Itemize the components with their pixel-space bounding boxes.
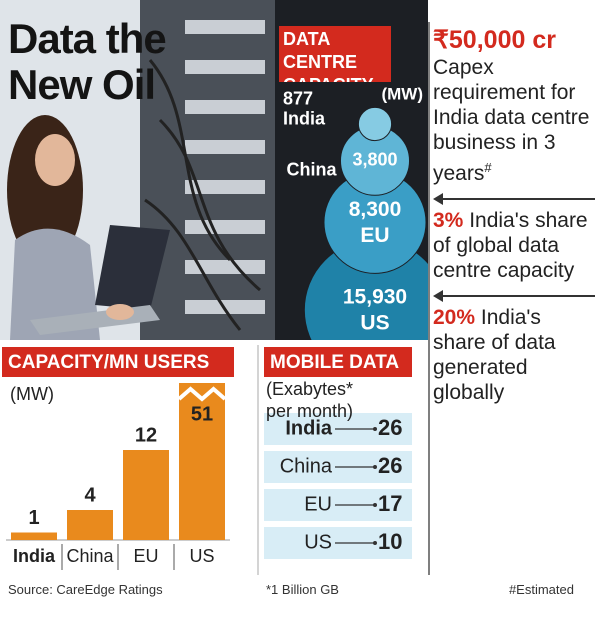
value-label: 877 <box>283 89 313 109</box>
value-label: 3,800 <box>352 150 397 170</box>
sidebar: ₹50,000 cr Capex requirement for India d… <box>433 28 595 413</box>
value-label: 4 <box>84 484 96 506</box>
value-label: 12 <box>135 424 157 446</box>
x-tick-label: EU <box>133 546 158 566</box>
category-label: EU <box>304 493 332 515</box>
value-label: 26 <box>378 453 402 478</box>
unit-label: (MW) <box>10 384 54 404</box>
leader-dot <box>373 427 377 431</box>
value-label: 17 <box>378 491 402 516</box>
sidebar-item: 3% India's share of global data centre c… <box>433 208 595 291</box>
headline: Data the New Oil <box>8 15 167 108</box>
category-label: US <box>360 312 389 335</box>
leader-dot <box>373 503 377 507</box>
value-label: 1 <box>28 507 39 529</box>
mobile-data: MOBILE DATA India 26 China 26 EU 17 US 10 <box>264 347 412 559</box>
leader-dot <box>373 465 377 469</box>
highlight: 3% <box>433 209 464 232</box>
category-label: China <box>280 455 333 477</box>
mobile-subtitle: (Exabytes* per month) <box>266 379 354 421</box>
bar <box>67 510 113 540</box>
value-label: 26 <box>378 415 402 440</box>
title-wrap: DATA CENTRE CAPACITY <box>279 26 391 82</box>
leader-dot <box>373 541 377 545</box>
bubble <box>357 106 393 142</box>
bar-chart: CAPACITY/MN USERS (MW) 1 India 4 China 12 EU 51 U… <box>2 347 234 570</box>
footnote: *1 Billion GB <box>266 582 339 597</box>
x-tick-label: India <box>13 546 56 566</box>
bar <box>123 450 169 540</box>
sidebar-item: ₹50,000 cr Capex requirement for India d… <box>433 28 595 194</box>
separator <box>433 290 595 302</box>
category-label: US <box>304 531 332 553</box>
photo <box>0 0 275 340</box>
value-label: 8,300 <box>349 198 402 221</box>
category-label: China <box>286 160 337 180</box>
value-label: 15,930 <box>343 286 407 309</box>
value-label: 10 <box>378 529 402 554</box>
sup-mark: # <box>484 160 492 175</box>
category-label: EU <box>360 224 389 247</box>
sidebar-text: India's share of global data centre capa… <box>433 209 588 282</box>
chart-title: DATA CENTRE CAPACITY <box>279 26 391 82</box>
highlight: ₹50,000 cr <box>433 26 556 54</box>
highlight: 20% <box>433 306 476 329</box>
x-tick-label: China <box>66 546 114 566</box>
category-label: India <box>285 417 333 439</box>
source: Source: CareEdge Ratings <box>8 582 163 597</box>
x-tick-label: US <box>189 546 214 566</box>
sidebar-text: India's share of data generated globally <box>433 306 556 404</box>
value-label: 51 <box>191 403 213 425</box>
chart-title: CAPACITY/MN USERS <box>8 352 209 373</box>
separator <box>433 193 595 205</box>
title-box <box>2 347 234 377</box>
sidebar-text: Capex requirement for India data centre … <box>433 56 590 185</box>
chart-title: MOBILE DATA <box>270 352 399 373</box>
title-box <box>264 347 412 377</box>
bar <box>11 532 57 540</box>
unit-label: (MW) <box>381 84 423 103</box>
note: #Estimated <box>508 582 574 597</box>
sidebar-item: 20% India's share of data generated glob… <box>433 305 595 413</box>
category-label: India <box>283 109 326 129</box>
bar-break <box>177 386 227 402</box>
bar <box>179 383 225 540</box>
